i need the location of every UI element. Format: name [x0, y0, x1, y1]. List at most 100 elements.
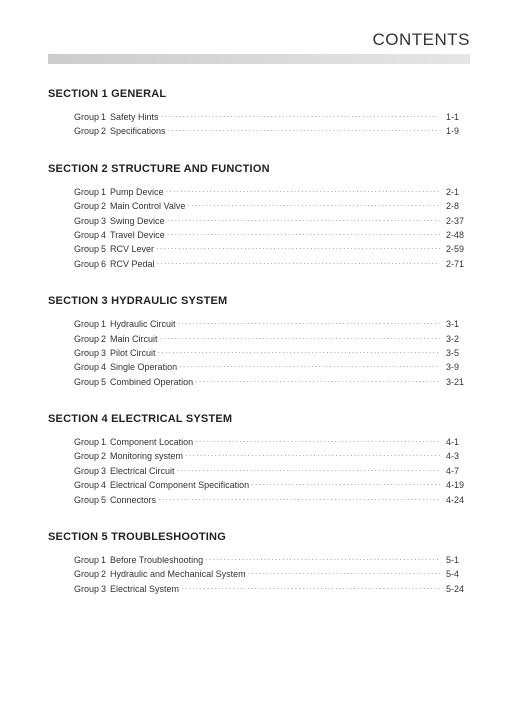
page-number: 4-3 [440, 449, 470, 463]
group-topic: Specifications [110, 124, 168, 138]
group-number: 4 [99, 228, 110, 242]
group-label: Group [74, 185, 99, 199]
dot-leader [156, 243, 440, 252]
group-row: Group3Electrical System5-24 [74, 582, 470, 596]
section: SECTION 2 STRUCTURE AND FUNCTIONGroup1Pu… [48, 163, 470, 271]
group-topic: Safety Hints [110, 110, 161, 124]
dot-leader [167, 215, 440, 224]
group-topic: RCV Lever [110, 242, 156, 256]
group-topic: Main Control Valve [110, 199, 187, 213]
section-title: SECTION 3 HYDRAULIC SYSTEM [48, 295, 470, 307]
dot-leader [157, 258, 440, 267]
dot-leader [185, 450, 440, 459]
group-label: Group [74, 110, 99, 124]
dot-leader [158, 494, 440, 503]
group-number: 2 [99, 332, 110, 346]
group-row: Group5Combined Operation3-21 [74, 375, 470, 389]
dot-leader [166, 186, 440, 195]
group-row: Group2Main Circuit3-2 [74, 332, 470, 346]
group-number: 1 [99, 317, 110, 331]
group-number: 4 [99, 478, 110, 492]
group-label: Group [74, 124, 99, 138]
group-list: Group1Safety Hints1-1Group2Specification… [48, 110, 470, 139]
group-label: Group [74, 435, 99, 449]
group-row: Group5RCV Lever2-59 [74, 242, 470, 256]
group-number: 1 [99, 553, 110, 567]
sections-container: SECTION 1 GENERALGroup1Safety Hints1-1Gr… [48, 88, 470, 596]
group-row: Group2Main Control Valve2-8 [74, 199, 470, 213]
group-topic: Monitoring system [110, 449, 185, 463]
dot-leader [167, 229, 440, 238]
section-title: SECTION 5 TROUBLESHOOTING [48, 531, 470, 543]
group-row: Group3Electrical Circuit4-7 [74, 464, 470, 478]
dot-leader [248, 568, 440, 577]
dot-leader [181, 583, 440, 592]
group-label: Group [74, 317, 99, 331]
page-number: 5-4 [440, 567, 470, 581]
group-row: Group1Component Location 4-1 [74, 435, 470, 449]
page-number: 1-9 [440, 124, 470, 138]
group-label: Group [74, 582, 99, 596]
group-topic: Electrical System [110, 582, 181, 596]
section-title: SECTION 1 GENERAL [48, 88, 470, 100]
group-topic: Electrical Circuit [110, 464, 177, 478]
group-number: 4 [99, 360, 110, 374]
group-number: 2 [99, 449, 110, 463]
group-number: 2 [99, 199, 110, 213]
page-number: 1-1 [440, 110, 470, 124]
group-topic: Main Circuit [110, 332, 160, 346]
group-list: Group1Hydraulic Circuit3-1Group2Main Cir… [48, 317, 470, 389]
group-topic: Combined Operation [110, 375, 195, 389]
group-list: Group1Pump Device2-1Group2Main Control V… [48, 185, 470, 271]
group-topic: Electrical Component Specification [110, 478, 251, 492]
group-row: Group1Safety Hints1-1 [74, 110, 470, 124]
group-row: Group3Pilot Circuit3-5 [74, 346, 470, 360]
group-topic: Hydraulic Circuit [110, 317, 178, 331]
group-label: Group [74, 360, 99, 374]
group-label: Group [74, 553, 99, 567]
group-label: Group [74, 199, 99, 213]
dot-leader [205, 554, 440, 563]
page-number: 3-21 [440, 375, 470, 389]
page-number: 3-5 [440, 346, 470, 360]
section: SECTION 3 HYDRAULIC SYSTEMGroup1Hydrauli… [48, 295, 470, 389]
page-number: 2-71 [440, 257, 470, 271]
group-topic: Pilot Circuit [110, 346, 158, 360]
section-title: SECTION 2 STRUCTURE AND FUNCTION [48, 163, 470, 175]
section: SECTION 5 TROUBLESHOOTINGGroup1Before Tr… [48, 531, 470, 596]
group-label: Group [74, 449, 99, 463]
group-row: Group2Specifications 1-9 [74, 124, 470, 138]
group-number: 2 [99, 567, 110, 581]
page-number: 2-1 [440, 185, 470, 199]
group-topic: RCV Pedal [110, 257, 157, 271]
group-row: Group5Connectors4-24 [74, 493, 470, 507]
dot-leader [195, 436, 440, 445]
page-number: 3-1 [440, 317, 470, 331]
group-number: 5 [99, 493, 110, 507]
dot-leader [195, 376, 440, 385]
group-label: Group [74, 214, 99, 228]
group-label: Group [74, 464, 99, 478]
group-number: 1 [99, 185, 110, 199]
section: SECTION 1 GENERALGroup1Safety Hints1-1Gr… [48, 88, 470, 139]
group-row: Group2Hydraulic and Mechanical System5-4 [74, 567, 470, 581]
group-number: 5 [99, 242, 110, 256]
page-number: 3-2 [440, 332, 470, 346]
group-number: 3 [99, 464, 110, 478]
page-number: 2-59 [440, 242, 470, 256]
group-row: Group4Travel Device2-48 [74, 228, 470, 242]
group-number: 1 [99, 435, 110, 449]
group-topic: Connectors [110, 493, 158, 507]
dot-leader [187, 200, 440, 209]
page-number: 2-37 [440, 214, 470, 228]
group-label: Group [74, 493, 99, 507]
group-number: 2 [99, 124, 110, 138]
group-topic: Component Location [110, 435, 195, 449]
dot-leader [177, 465, 440, 474]
page-number: 4-1 [440, 435, 470, 449]
group-topic: Travel Device [110, 228, 167, 242]
group-label: Group [74, 257, 99, 271]
page-number: 3-9 [440, 360, 470, 374]
dot-leader [179, 361, 440, 370]
group-list: Group1Component Location4-1Group2Monitor… [48, 435, 470, 507]
